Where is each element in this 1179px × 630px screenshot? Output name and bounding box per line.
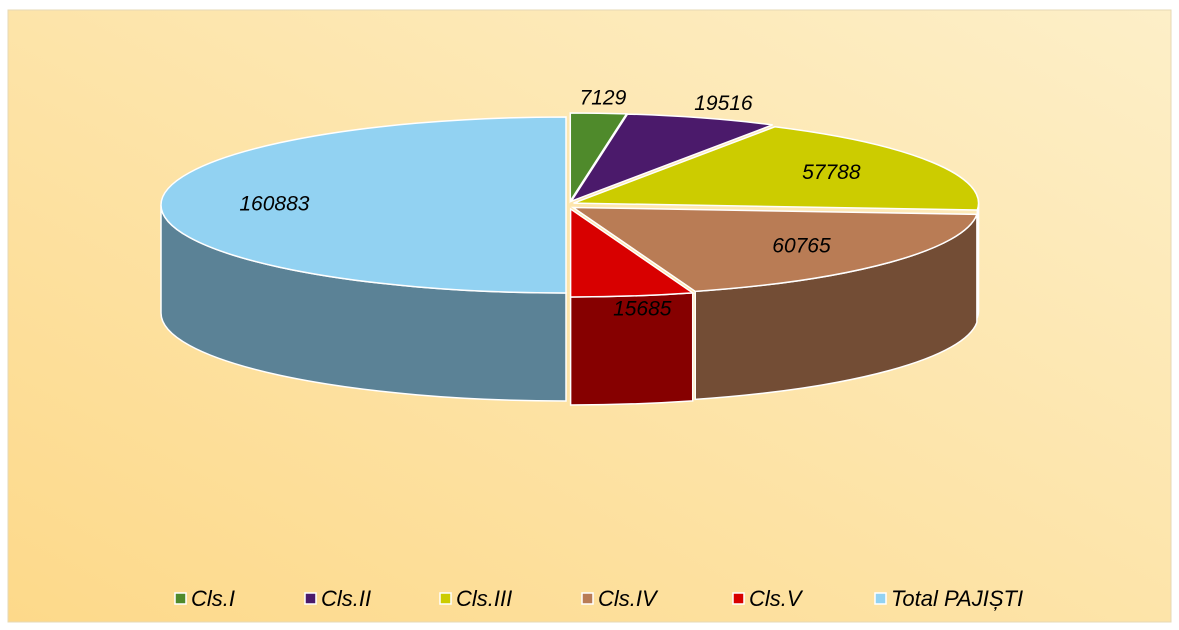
slice xyxy=(160,116,567,294)
data-label: 15685 xyxy=(613,297,672,320)
slice xyxy=(569,113,773,203)
slice xyxy=(569,112,628,204)
legend-swatch xyxy=(874,592,887,605)
legend-swatch xyxy=(732,592,745,605)
legend-swatch xyxy=(304,592,317,605)
data-label: 160883 xyxy=(239,193,309,216)
legend-label: Cls.II xyxy=(321,586,371,611)
legend-swatch xyxy=(581,592,594,605)
legend-label: Cls.IV xyxy=(598,586,659,611)
data-label: 60765 xyxy=(772,234,831,257)
legend-label: Total PAJIȘTI xyxy=(891,586,1023,611)
data-label: 7129 xyxy=(580,87,627,110)
legend-label: Cls.V xyxy=(749,586,804,611)
legend-label: Cls.I xyxy=(191,586,235,611)
data-label: 19516 xyxy=(694,92,753,115)
legend-label: Cls.III xyxy=(456,586,512,611)
slice xyxy=(573,126,980,211)
legend-swatch xyxy=(174,592,187,605)
slice xyxy=(569,207,695,298)
slice xyxy=(570,206,978,293)
data-label: 57788 xyxy=(802,161,861,184)
legend-swatch xyxy=(439,592,452,605)
